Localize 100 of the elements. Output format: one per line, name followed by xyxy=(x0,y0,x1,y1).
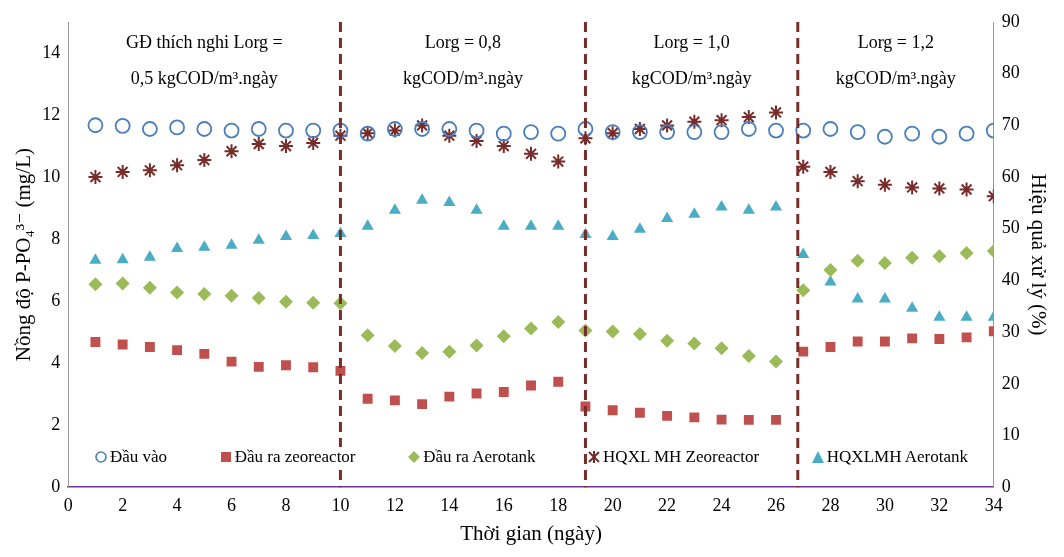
point xyxy=(661,211,674,222)
point xyxy=(552,219,565,230)
x-tick-label: 16 xyxy=(494,494,513,515)
point xyxy=(470,203,483,214)
point xyxy=(768,104,785,121)
point xyxy=(250,135,267,152)
point xyxy=(197,286,212,301)
point xyxy=(198,240,211,251)
y2-tick-label: 90 xyxy=(1001,10,1020,31)
point xyxy=(224,288,239,303)
point xyxy=(577,130,594,147)
point xyxy=(415,345,430,360)
point xyxy=(114,163,131,180)
x-tick-label: 12 xyxy=(385,494,404,515)
legend-label: Đầu vào xyxy=(109,447,168,468)
point xyxy=(904,179,921,196)
point xyxy=(332,127,349,144)
point xyxy=(795,122,812,139)
point xyxy=(931,180,948,197)
point xyxy=(225,238,238,249)
point xyxy=(362,393,373,404)
point xyxy=(170,285,185,300)
point xyxy=(469,338,484,353)
point xyxy=(169,119,185,136)
point xyxy=(143,250,156,261)
point xyxy=(932,249,947,264)
point xyxy=(308,362,319,373)
point xyxy=(332,122,349,139)
y2-tick-label: 80 xyxy=(1001,62,1020,83)
point xyxy=(662,410,673,421)
point xyxy=(959,246,974,261)
point xyxy=(279,229,293,241)
point xyxy=(771,414,781,425)
point xyxy=(797,247,810,259)
y-tick-label: 12 xyxy=(42,103,61,124)
point xyxy=(823,263,838,278)
x-axis-title: Thời gian (ngày) xyxy=(460,520,602,545)
legend-label: Đầu ra Aerotank xyxy=(423,447,536,468)
point xyxy=(849,173,866,190)
point xyxy=(687,336,702,351)
point xyxy=(171,241,184,252)
point xyxy=(550,153,567,170)
point xyxy=(497,219,510,230)
y-tick-label: 6 xyxy=(51,289,61,310)
point xyxy=(852,336,863,347)
point xyxy=(523,124,539,140)
point xyxy=(851,292,864,303)
point xyxy=(443,195,456,206)
point xyxy=(822,121,839,137)
x-tick-label: 20 xyxy=(603,494,622,515)
point xyxy=(141,121,158,137)
point xyxy=(686,124,703,140)
point xyxy=(713,124,730,140)
y2-tick-label: 20 xyxy=(1001,372,1020,393)
x-tick-label: 6 xyxy=(227,494,237,515)
point xyxy=(632,326,647,341)
point xyxy=(768,122,784,139)
point xyxy=(686,113,703,130)
point xyxy=(251,291,266,306)
point xyxy=(933,310,946,321)
point xyxy=(116,252,129,264)
point xyxy=(117,339,128,350)
point xyxy=(577,121,594,137)
point xyxy=(250,121,267,137)
point xyxy=(89,253,102,264)
point xyxy=(252,233,265,244)
point xyxy=(223,143,240,160)
point xyxy=(879,336,890,347)
point xyxy=(796,283,811,298)
point xyxy=(795,158,812,175)
point xyxy=(141,162,158,179)
point xyxy=(142,280,157,295)
point xyxy=(87,117,104,134)
point xyxy=(498,387,509,397)
point xyxy=(798,346,809,357)
point xyxy=(389,395,400,406)
point xyxy=(387,339,402,354)
point xyxy=(196,152,213,169)
point xyxy=(877,128,893,145)
x-tick-label: 18 xyxy=(549,494,568,515)
point xyxy=(172,345,183,356)
point xyxy=(743,414,754,425)
y-tick-label: 2 xyxy=(51,413,61,434)
point xyxy=(876,176,893,193)
point xyxy=(115,276,130,291)
point xyxy=(88,277,103,292)
point xyxy=(361,219,374,230)
legend-label: HQXL MH Zeoreactor xyxy=(603,447,760,468)
x-tick-label: 34 xyxy=(984,494,1003,515)
point xyxy=(931,128,948,145)
point xyxy=(660,333,675,348)
point xyxy=(523,145,539,162)
point xyxy=(441,121,458,137)
point xyxy=(606,229,619,241)
point xyxy=(305,134,322,151)
point xyxy=(958,181,975,198)
point xyxy=(306,295,321,310)
x-tick-label: 10 xyxy=(331,494,350,515)
point xyxy=(607,405,618,416)
point xyxy=(850,253,865,268)
